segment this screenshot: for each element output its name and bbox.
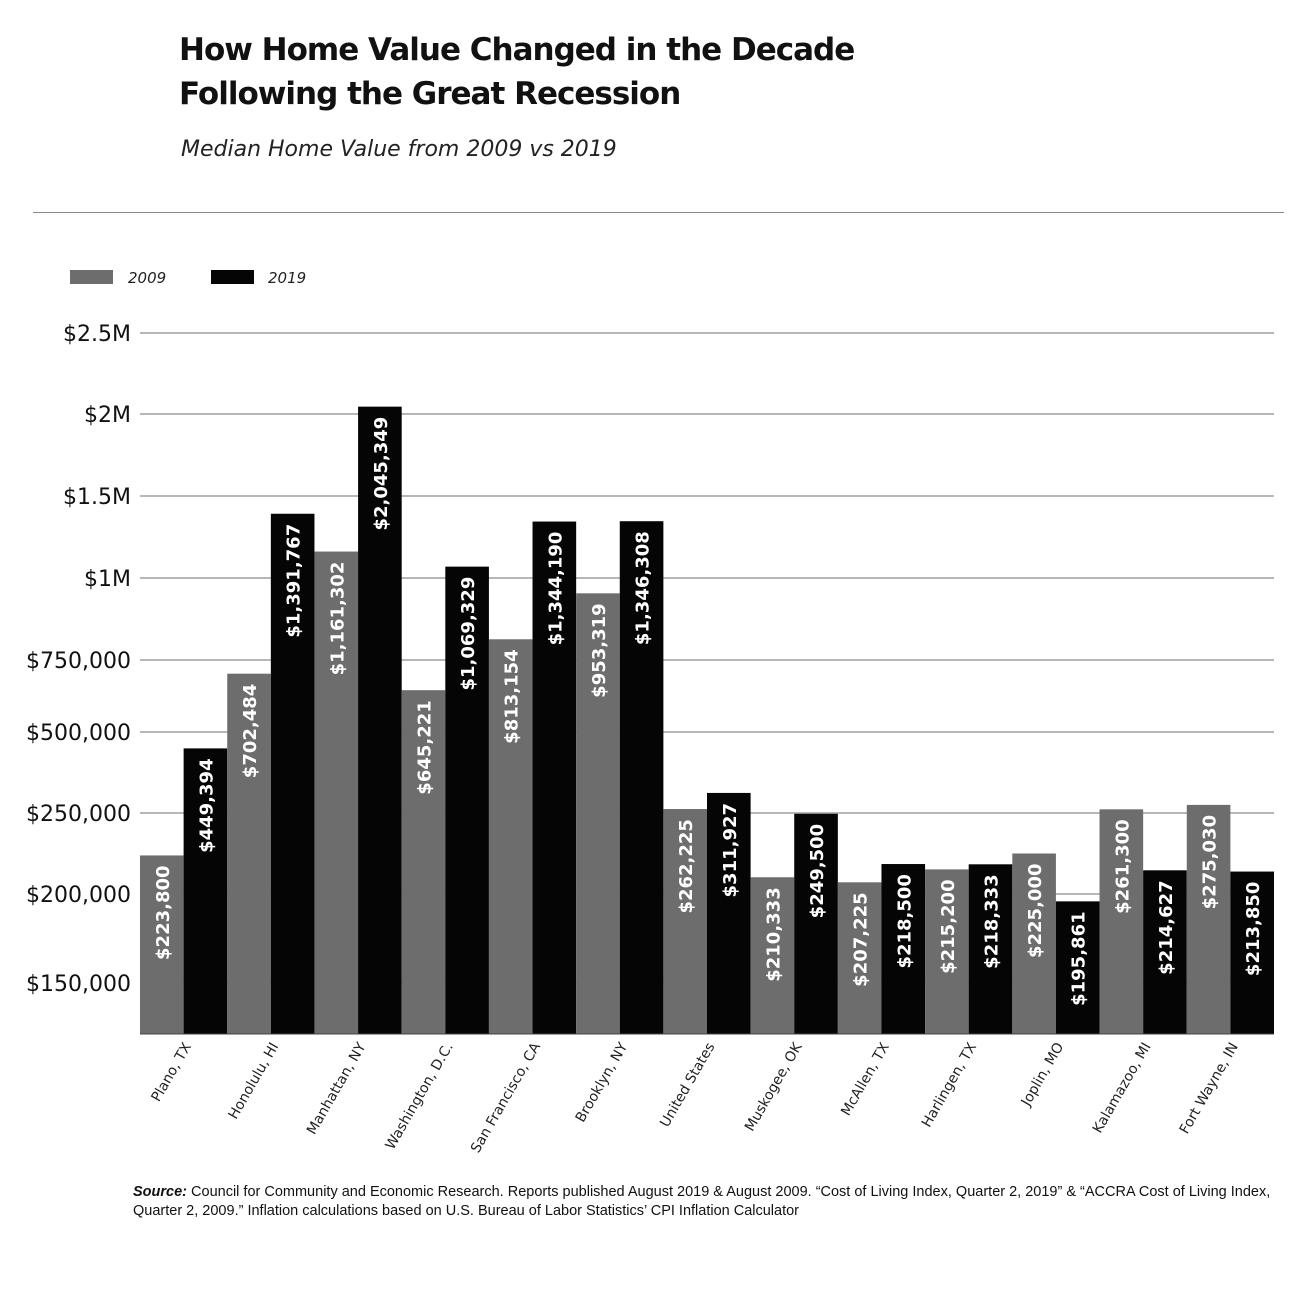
- chart-title-line2: Following the Great Recession: [179, 76, 681, 112]
- y-tick-label: $2M: [84, 403, 131, 428]
- bar-2019: [1055, 901, 1100, 1034]
- bar-2019: [619, 521, 664, 1034]
- chart-title-line1: How Home Value Changed in the Decade: [179, 32, 855, 68]
- source-text: Council for Community and Economic Resea…: [133, 1184, 1271, 1219]
- bar-2009: [314, 551, 359, 1034]
- bar-2019: [445, 566, 489, 1034]
- bar-2009: [750, 877, 795, 1034]
- bar-2009: [401, 690, 446, 1034]
- bar-2019: [707, 792, 751, 1034]
- bar-value-label: $1,391,767: [284, 524, 305, 638]
- bar-value-label: $195,861: [1069, 911, 1090, 1006]
- bar-2019: [1230, 871, 1274, 1034]
- x-category-label: Harlingen, TX: [919, 1040, 981, 1131]
- bar-2009: [1186, 804, 1231, 1034]
- bar-2009: [837, 882, 882, 1034]
- x-category-label: Honolulu, HI: [226, 1040, 283, 1122]
- x-category-label: Kalamazoo, MI: [1090, 1040, 1155, 1136]
- y-tick-label: $250,000: [26, 802, 131, 827]
- bar-value-label: $218,333: [982, 874, 1003, 969]
- source-label: Source:: [133, 1184, 187, 1200]
- bar-value-label: $261,300: [1112, 819, 1133, 914]
- bar-2009: [576, 593, 620, 1034]
- bar-2009: [1012, 853, 1056, 1034]
- bar-value-label: $275,030: [1200, 815, 1221, 910]
- bar-value-label: $1,069,329: [458, 577, 479, 691]
- y-tick-label: $1M: [84, 567, 131, 592]
- chart-subtitle: Median Home Value from 2009 vs 2019: [181, 137, 617, 162]
- bar-value-label: $218,500: [894, 874, 915, 969]
- legend-swatch-2019: [211, 270, 254, 284]
- y-tick-label: $1.5M: [63, 485, 131, 510]
- bar-2009: [925, 869, 969, 1034]
- source-note: Source: Council for Community and Econom…: [133, 1183, 1273, 1221]
- x-category-label: Washington, D.C.: [383, 1040, 457, 1152]
- x-category-label: Brooklyn, NY: [573, 1040, 632, 1126]
- x-category-label: San Francisco, CA: [468, 1040, 544, 1156]
- bar-2009: [227, 673, 271, 1034]
- x-category-label: McAllen, TX: [838, 1040, 893, 1119]
- bar-2019: [532, 521, 577, 1034]
- bar-value-label: $210,333: [763, 887, 784, 982]
- bar-2009: [140, 855, 184, 1034]
- y-tick-label: $150,000: [26, 972, 131, 997]
- bar-2009: [1099, 809, 1144, 1034]
- bar-value-label: $953,319: [589, 603, 610, 698]
- header-divider: [33, 212, 1284, 213]
- bar-value-label: $2,045,349: [371, 417, 392, 531]
- bar-2019: [358, 406, 402, 1035]
- y-tick-label: $750,000: [26, 649, 131, 674]
- legend-label-2019: 2019: [268, 269, 306, 287]
- bar-value-label: $225,000: [1025, 864, 1046, 959]
- x-category-label: Manhattan, NY: [304, 1040, 370, 1138]
- bar-value-label: $449,394: [196, 758, 217, 853]
- x-category-label: Joplin, MO: [1018, 1040, 1067, 1110]
- bar-value-label: $223,800: [153, 865, 174, 960]
- legend-label-2009: 2009: [128, 269, 166, 287]
- bar-2019: [794, 813, 838, 1034]
- bar-value-label: $215,200: [938, 879, 959, 974]
- bar-2019: [1143, 870, 1187, 1034]
- bar-value-label: $1,346,308: [633, 531, 654, 645]
- bar-value-label: $645,221: [415, 700, 436, 795]
- bar-2019: [270, 513, 315, 1034]
- bar-value-label: $702,484: [240, 684, 261, 779]
- bar-value-label: $213,850: [1243, 882, 1264, 977]
- bar-2019: [183, 748, 228, 1034]
- bar-value-label: $1,161,302: [327, 562, 348, 676]
- y-tick-label: $200,000: [26, 883, 131, 908]
- bar-value-label: $262,225: [676, 819, 697, 914]
- x-category-label: United States: [657, 1040, 718, 1130]
- x-category-label: Fort Wayne, IN: [1177, 1040, 1242, 1137]
- chart-title: How Home Value Changed in the Decade Fol…: [179, 28, 1079, 116]
- bar-2019: [968, 864, 1013, 1034]
- bar-2009: [488, 639, 533, 1034]
- bar-value-label: $813,154: [502, 649, 523, 744]
- y-tick-label: $500,000: [26, 721, 131, 746]
- bar-value-label: $249,500: [807, 824, 828, 919]
- bar-2019: [881, 864, 926, 1034]
- bar-value-label: $1,344,190: [545, 532, 566, 646]
- bar-value-label: $214,627: [1156, 880, 1177, 975]
- bar-2009: [663, 809, 707, 1034]
- x-category-label: Plano, TX: [149, 1040, 196, 1105]
- bar-value-label: $311,927: [720, 803, 741, 898]
- x-category-label: Muskogee, OK: [742, 1039, 806, 1134]
- bar-value-label: $207,225: [851, 892, 872, 987]
- legend-swatch-2009: [70, 270, 113, 284]
- y-tick-label: $2.5M: [63, 322, 131, 347]
